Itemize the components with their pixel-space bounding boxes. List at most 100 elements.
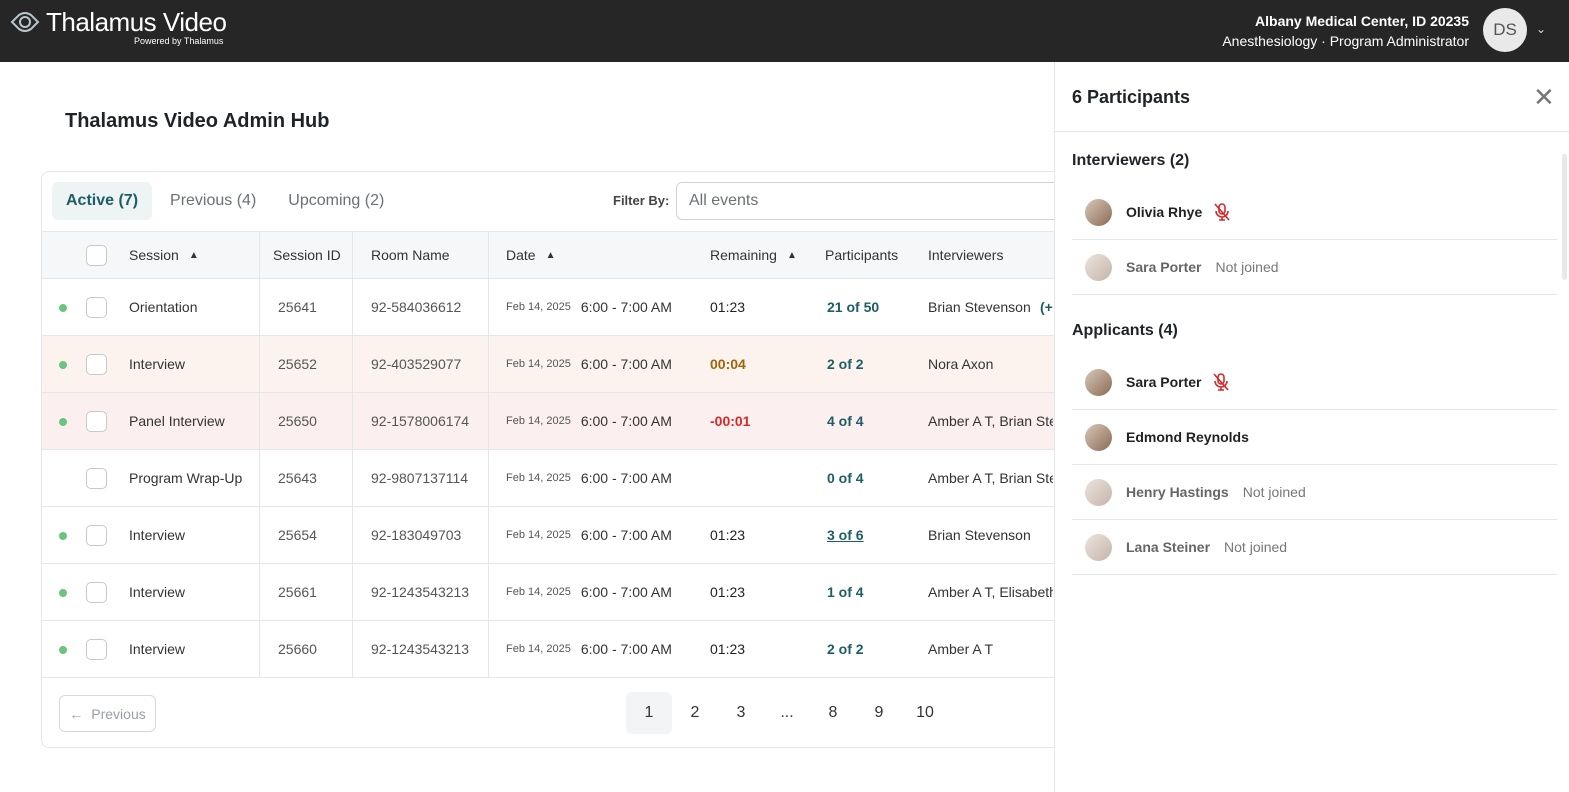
filter-select[interactable]: All events bbox=[676, 182, 1054, 220]
page-button[interactable]: ... bbox=[780, 704, 794, 721]
col-remaining[interactable]: Remaining ▲ bbox=[710, 232, 797, 278]
participants-link[interactable]: 2 of 2 bbox=[827, 356, 864, 372]
room-name: 92-1578006174 bbox=[371, 413, 470, 429]
table-row[interactable]: Interview 25654 92-183049703 Feb 14, 202… bbox=[42, 507, 1054, 564]
page-button[interactable]: 10 bbox=[916, 704, 934, 721]
filter-label: Filter By: bbox=[613, 193, 670, 208]
participant-avatar bbox=[1085, 478, 1112, 506]
participants-link[interactable]: 1 of 4 bbox=[827, 584, 864, 600]
participants-link[interactable]: 0 of 4 bbox=[827, 470, 864, 486]
session-name: Interview bbox=[129, 641, 186, 657]
col-session-label: Session bbox=[129, 247, 179, 263]
col-date-label: Date bbox=[506, 247, 536, 263]
interviewers: Brian Stevenson bbox=[928, 299, 1031, 315]
col-remaining-label: Remaining bbox=[710, 247, 777, 263]
tab-active[interactable]: Active (7) bbox=[52, 182, 153, 220]
session-name: Panel Interview bbox=[129, 413, 225, 429]
table-row[interactable]: Interview 25661 92-1243543213 Feb 14, 20… bbox=[42, 564, 1054, 621]
page-button[interactable]: 9 bbox=[874, 704, 884, 721]
logo: Thalamus Video bbox=[10, 8, 227, 36]
org-info: Albany Medical Center, ID 20235 Anesthes… bbox=[1222, 11, 1469, 51]
row-checkbox[interactable] bbox=[86, 525, 107, 546]
remaining-time: 01:23 bbox=[710, 299, 746, 315]
row-checkbox[interactable] bbox=[86, 411, 107, 432]
session-date: Feb 14, 2025 6:00 - 7:00 AM bbox=[506, 393, 672, 449]
previous-button[interactable]: ← Previous bbox=[59, 695, 156, 732]
participants-link[interactable]: 2 of 2 bbox=[827, 641, 864, 657]
page-button[interactable]: 8 bbox=[828, 704, 838, 721]
remaining-time: 00:04 bbox=[710, 356, 746, 372]
active-status-dot bbox=[59, 361, 67, 369]
table-header: Session ▲ Session ID Room Name Date ▲ Rema… bbox=[42, 231, 1054, 279]
applicants-heading: Applicants (4) bbox=[1072, 322, 1178, 339]
sort-icon[interactable]: ▲ bbox=[188, 249, 199, 261]
close-icon[interactable]: ✕ bbox=[1533, 82, 1555, 112]
session-id: 25661 bbox=[278, 584, 317, 600]
row-checkbox[interactable] bbox=[86, 297, 107, 318]
session-id: 25641 bbox=[278, 299, 317, 315]
time: 6:00 - 7:00 AM bbox=[580, 584, 672, 600]
table-row[interactable]: Panel Interview 25650 92-1578006174 Feb … bbox=[42, 393, 1054, 450]
col-room: Room Name bbox=[371, 247, 450, 263]
interviewers: Brian Stevenson bbox=[928, 527, 1031, 543]
row-checkbox[interactable] bbox=[86, 354, 107, 375]
interviewers: Amber A T, Brian Ste bbox=[928, 470, 1053, 486]
row-checkbox[interactable] bbox=[86, 639, 107, 660]
active-status-dot bbox=[59, 589, 67, 597]
date: Feb 14, 2025 bbox=[506, 301, 571, 313]
date: Feb 14, 2025 bbox=[506, 472, 571, 484]
mic-off-icon bbox=[1214, 203, 1230, 221]
room-name: 92-403529077 bbox=[371, 356, 462, 372]
table-row[interactable]: Interview 25652 92-403529077 Feb 14, 202… bbox=[42, 336, 1054, 393]
col-session-id: Session ID bbox=[273, 247, 341, 263]
col-session[interactable]: Session ▲ bbox=[129, 232, 199, 278]
session-date: Feb 14, 2025 6:00 - 7:00 AM bbox=[506, 564, 672, 620]
scrollbar[interactable] bbox=[1562, 154, 1567, 280]
tabs: Active (7) Previous (4) Upcoming (2) bbox=[52, 182, 398, 220]
participants-link[interactable]: 3 of 6 bbox=[827, 527, 864, 543]
col-date[interactable]: Date ▲ bbox=[506, 232, 555, 278]
tab-previous[interactable]: Previous (4) bbox=[170, 192, 257, 209]
select-all-checkbox[interactable] bbox=[86, 245, 107, 266]
row-checkbox[interactable] bbox=[86, 468, 107, 489]
time: 6:00 - 7:00 AM bbox=[580, 356, 672, 372]
tab-upcoming[interactable]: Upcoming (2) bbox=[288, 192, 385, 209]
time: 6:00 - 7:00 AM bbox=[580, 299, 672, 315]
table-row[interactable]: Interview 25660 92-1243543213 Feb 14, 20… bbox=[42, 621, 1054, 678]
sort-icon[interactable]: ▲ bbox=[545, 249, 556, 261]
page-button[interactable]: 2 bbox=[690, 704, 700, 721]
row-checkbox[interactable] bbox=[86, 582, 107, 603]
sort-icon[interactable]: ▲ bbox=[786, 249, 797, 261]
sessions-card: Active (7) Previous (4) Upcoming (2) Fil… bbox=[41, 171, 1054, 748]
powered-by: Powered by Thalamus bbox=[134, 36, 224, 46]
participant-avatar bbox=[1085, 533, 1112, 561]
remaining-time: 01:23 bbox=[710, 641, 746, 657]
page-button[interactable]: 3 bbox=[736, 704, 746, 721]
table-row[interactable]: Orientation 25641 92-584036612 Feb 14, 2… bbox=[42, 279, 1054, 336]
participants-link[interactable]: 4 of 4 bbox=[827, 413, 864, 429]
page-title: Thalamus Video Admin Hub bbox=[65, 110, 330, 132]
participant-item: Sara Porter Not joined bbox=[1072, 240, 1557, 295]
room-name: 92-9807137114 bbox=[371, 470, 469, 486]
arrow-left-icon: ← bbox=[69, 705, 84, 722]
participant-avatar bbox=[1085, 368, 1112, 396]
participants-panel: 6 Participants ✕ Interviewers (2) Olivia… bbox=[1054, 62, 1569, 792]
user-avatar[interactable]: DS bbox=[1483, 8, 1527, 52]
participant-name: Lana Steiner bbox=[1126, 539, 1211, 555]
chevron-down-icon[interactable]: ⌄ bbox=[1536, 22, 1547, 36]
participants-link[interactable]: 21 of 50 bbox=[827, 299, 880, 315]
remaining-time: -00:01 bbox=[710, 413, 751, 429]
remaining-time: 01:23 bbox=[710, 584, 746, 600]
session-name: Orientation bbox=[129, 299, 198, 315]
table-row[interactable]: Program Wrap-Up 25643 92-9807137114 Feb … bbox=[42, 450, 1054, 507]
participant-status: Not joined bbox=[1242, 484, 1306, 500]
panel-title: 6 Participants bbox=[1072, 87, 1191, 107]
pagination: 1 2 3... 8 9 10 bbox=[626, 692, 948, 734]
session-id: 25654 bbox=[278, 527, 317, 543]
page-button[interactable]: 1 bbox=[626, 692, 672, 734]
org-name: Albany Medical Center, ID 20235 bbox=[1255, 13, 1469, 29]
participant-avatar bbox=[1085, 253, 1112, 281]
session-name: Interview bbox=[129, 584, 186, 600]
col-participants: Participants bbox=[825, 247, 899, 263]
more-interviewers[interactable]: (+ bbox=[1040, 299, 1053, 315]
